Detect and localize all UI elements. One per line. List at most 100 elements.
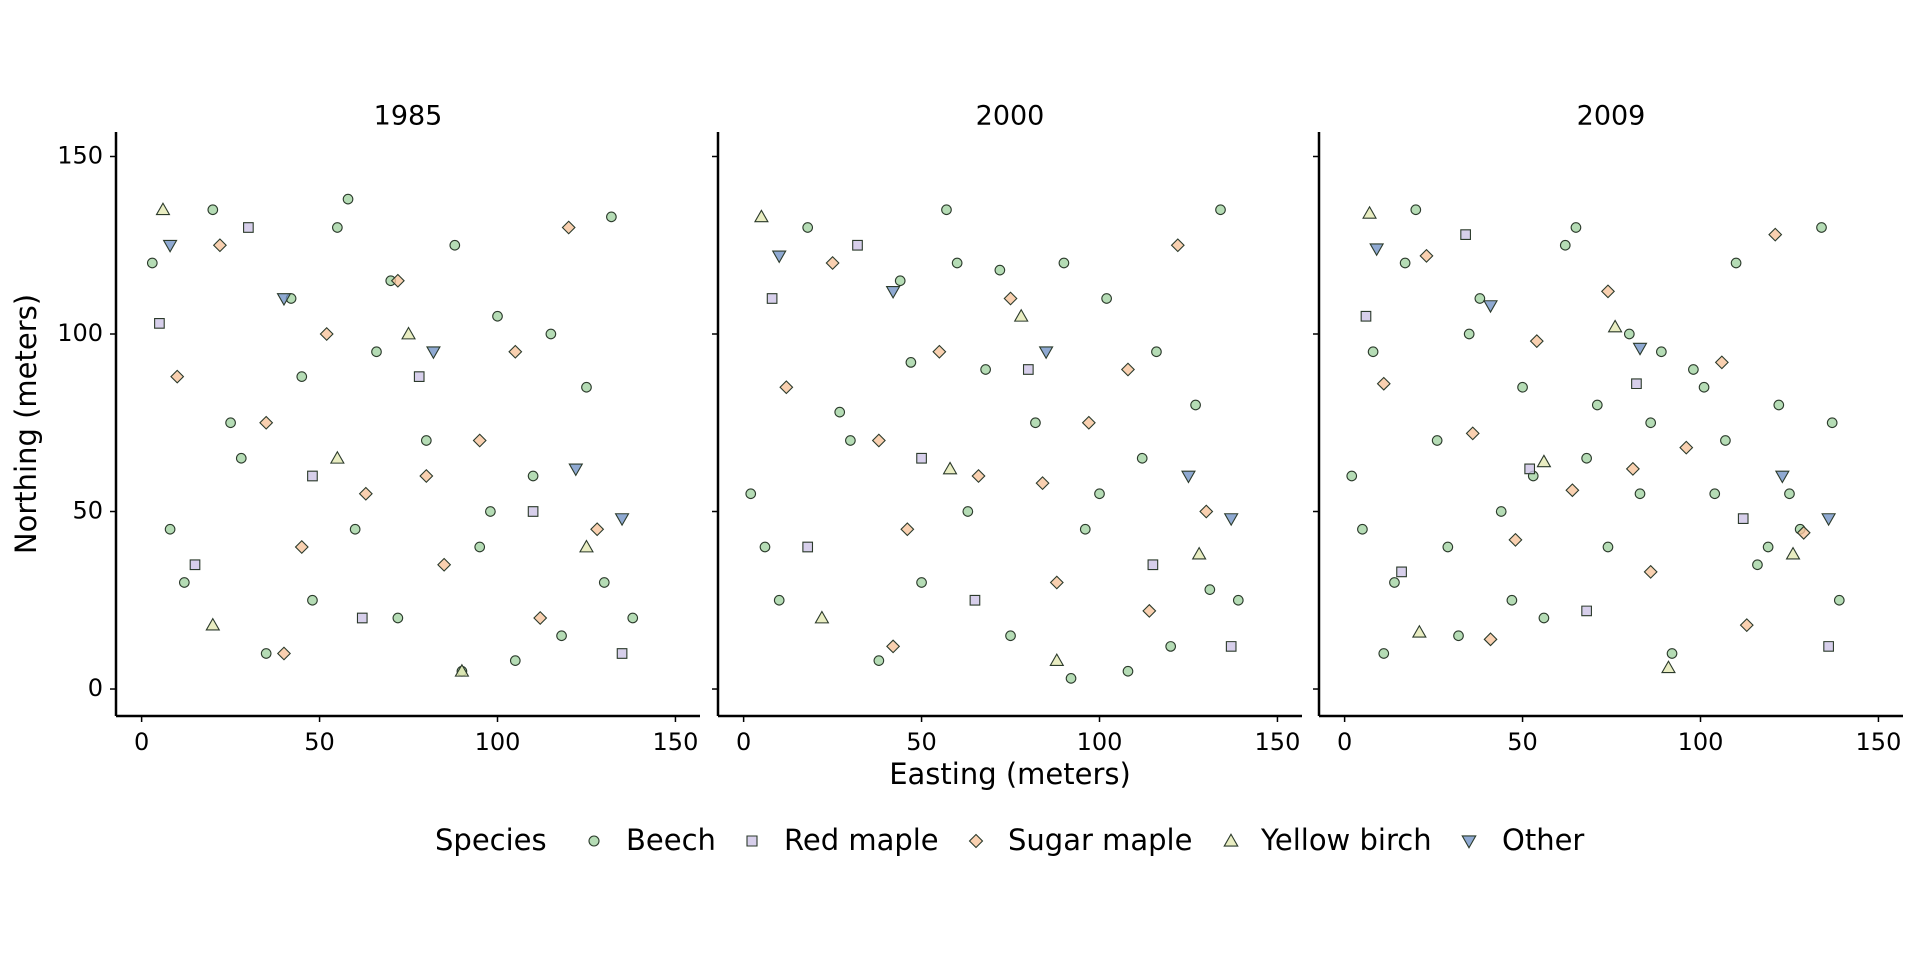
point bbox=[1122, 665, 1134, 677]
point bbox=[894, 275, 906, 287]
point bbox=[472, 433, 487, 448]
point bbox=[1181, 470, 1196, 484]
point bbox=[178, 577, 190, 588]
point bbox=[1151, 346, 1162, 358]
point bbox=[1714, 355, 1729, 370]
x-tick-label: 150 bbox=[1856, 728, 1902, 756]
point bbox=[527, 506, 539, 517]
point bbox=[581, 381, 592, 393]
x-tick-label: 0 bbox=[134, 728, 149, 756]
point bbox=[1625, 461, 1640, 476]
y-tick-label: 150 bbox=[57, 141, 103, 169]
point bbox=[1003, 291, 1018, 306]
point bbox=[941, 204, 952, 216]
y-tick-label: 0 bbox=[88, 674, 103, 702]
point bbox=[606, 211, 617, 223]
x-tick-label: 50 bbox=[1507, 728, 1538, 756]
point bbox=[759, 541, 771, 553]
point bbox=[1634, 488, 1646, 500]
point bbox=[627, 612, 639, 624]
point bbox=[1038, 346, 1054, 360]
point bbox=[1632, 342, 1648, 356]
point bbox=[885, 285, 901, 299]
point bbox=[873, 655, 885, 666]
point bbox=[1022, 364, 1034, 375]
point bbox=[162, 239, 178, 253]
point bbox=[1378, 648, 1390, 659]
point bbox=[319, 326, 334, 342]
point bbox=[1453, 630, 1464, 642]
point bbox=[1081, 415, 1096, 430]
point bbox=[332, 222, 343, 233]
point bbox=[1774, 470, 1790, 484]
point bbox=[392, 612, 404, 624]
point bbox=[1643, 564, 1658, 579]
point bbox=[508, 344, 523, 359]
point bbox=[212, 238, 227, 253]
point bbox=[426, 346, 441, 360]
point bbox=[1190, 399, 1201, 411]
point bbox=[1645, 417, 1657, 429]
point bbox=[454, 663, 470, 677]
y-tick-label: 100 bbox=[57, 319, 103, 347]
point bbox=[371, 346, 382, 358]
point bbox=[1538, 612, 1550, 624]
point bbox=[1698, 381, 1710, 393]
point bbox=[561, 220, 576, 235]
point bbox=[1013, 308, 1029, 322]
point bbox=[1147, 559, 1159, 571]
point bbox=[962, 506, 974, 517]
point bbox=[905, 357, 917, 368]
point bbox=[207, 204, 219, 216]
point bbox=[1730, 257, 1742, 269]
point bbox=[1410, 204, 1422, 216]
point bbox=[1101, 293, 1112, 304]
point bbox=[294, 539, 309, 555]
point bbox=[598, 577, 610, 588]
point bbox=[1607, 319, 1623, 333]
point bbox=[1656, 346, 1667, 358]
point bbox=[1442, 541, 1454, 553]
point bbox=[1679, 440, 1694, 455]
point bbox=[1232, 594, 1244, 606]
point bbox=[1506, 594, 1518, 606]
legend-marker bbox=[968, 833, 984, 849]
point bbox=[1529, 334, 1544, 349]
point bbox=[834, 406, 846, 418]
point bbox=[1752, 559, 1763, 571]
legend-marker bbox=[746, 835, 758, 847]
point bbox=[871, 433, 886, 448]
point bbox=[390, 273, 405, 288]
point bbox=[1419, 248, 1434, 263]
legend-label: Beech bbox=[626, 823, 716, 857]
point bbox=[1762, 541, 1774, 553]
point bbox=[773, 594, 785, 606]
point bbox=[1823, 641, 1834, 652]
point bbox=[994, 264, 1006, 276]
point bbox=[590, 522, 605, 537]
point bbox=[802, 222, 814, 233]
point bbox=[886, 639, 901, 654]
point bbox=[349, 523, 361, 535]
point bbox=[474, 541, 486, 553]
point bbox=[170, 369, 185, 384]
point bbox=[1367, 346, 1379, 358]
point bbox=[1826, 417, 1838, 429]
point bbox=[155, 202, 171, 216]
point bbox=[189, 559, 201, 571]
point bbox=[1536, 454, 1552, 468]
point bbox=[545, 328, 557, 340]
point bbox=[969, 594, 981, 606]
x-tick-label: 50 bbox=[304, 728, 335, 756]
point bbox=[356, 612, 368, 624]
point bbox=[771, 250, 787, 264]
point bbox=[1049, 653, 1065, 667]
point bbox=[1120, 362, 1135, 377]
point bbox=[1223, 513, 1239, 527]
point bbox=[900, 522, 915, 537]
point bbox=[225, 417, 236, 429]
point bbox=[527, 470, 539, 482]
point bbox=[1483, 632, 1498, 647]
point bbox=[1431, 435, 1443, 446]
